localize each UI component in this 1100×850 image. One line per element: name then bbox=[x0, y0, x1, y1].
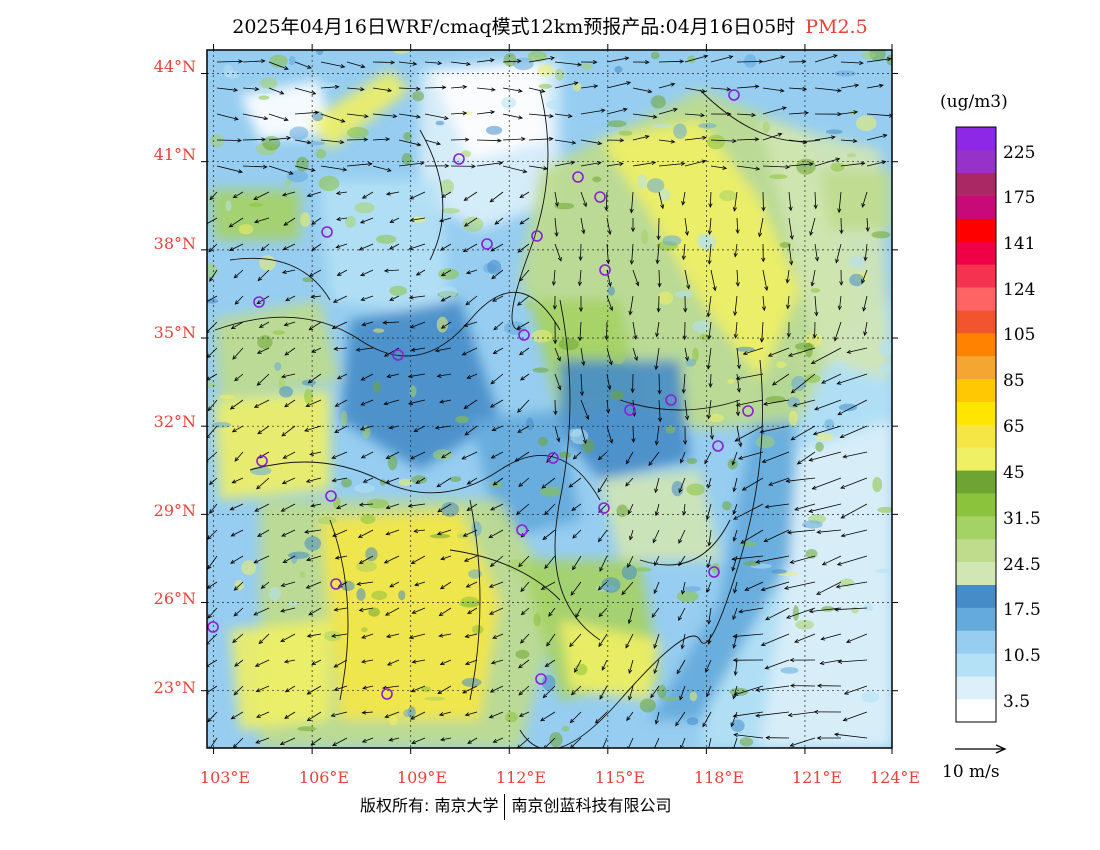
lat-label-41: 41°N bbox=[153, 145, 196, 164]
lat-label-38: 38°N bbox=[153, 234, 196, 253]
colorbar-swatch bbox=[956, 355, 996, 380]
wind-scale-arrow bbox=[955, 744, 1007, 754]
colorbar-swatch bbox=[956, 607, 996, 631]
colorbar-label: 141 bbox=[1003, 234, 1036, 254]
lon-label-109: 109°E bbox=[396, 768, 448, 787]
colorbar-swatch bbox=[956, 310, 996, 334]
city-marker bbox=[531, 230, 543, 242]
colorbar-swatch bbox=[956, 172, 996, 196]
lon-label-112: 112°E bbox=[495, 768, 547, 787]
city-marker bbox=[535, 673, 547, 685]
city-marker bbox=[708, 566, 720, 578]
colorbar-swatch bbox=[956, 561, 996, 585]
colorbar-swatch bbox=[956, 241, 996, 265]
copyright-company: 南京创蓝科技有限公司 bbox=[511, 796, 672, 815]
colorbar-swatch bbox=[956, 264, 996, 288]
lon-label-103: 103°E bbox=[199, 768, 251, 787]
lat-lon-grid bbox=[207, 50, 892, 748]
city-marker bbox=[453, 153, 465, 165]
colorbar-label: 17.5 bbox=[1003, 600, 1041, 620]
colorbar-swatch bbox=[956, 538, 996, 563]
map-frame bbox=[206, 49, 893, 749]
colorbar-swatch bbox=[956, 332, 996, 357]
lon-label-118: 118°E bbox=[693, 768, 745, 787]
city-marker bbox=[256, 455, 268, 467]
lat-label-23: 23°N bbox=[153, 678, 196, 697]
copyright-owner: 版权所有: 南京大学 bbox=[360, 796, 499, 815]
city-marker bbox=[207, 621, 219, 633]
colorbar-swatch bbox=[956, 218, 996, 242]
colorbar-swatch bbox=[956, 287, 996, 311]
lat-label-44: 44°N bbox=[153, 57, 196, 76]
colorbar-label: 65 bbox=[1003, 417, 1025, 437]
city-marker bbox=[665, 394, 677, 406]
colorbar-swatch bbox=[956, 493, 996, 517]
city-marker bbox=[572, 171, 584, 183]
city-markers bbox=[207, 89, 754, 700]
city-marker bbox=[712, 440, 724, 452]
colorbar-label: 225 bbox=[1003, 143, 1036, 163]
colorbar-swatch bbox=[956, 653, 996, 677]
axis-ticks bbox=[201, 44, 898, 754]
city-marker bbox=[253, 296, 265, 308]
city-marker bbox=[624, 404, 636, 416]
city-marker bbox=[381, 688, 393, 700]
colorbar-swatch bbox=[956, 127, 996, 151]
colorbar-label: 175 bbox=[1003, 188, 1036, 208]
city-marker bbox=[330, 578, 342, 590]
colorbar-swatch bbox=[956, 424, 996, 448]
city-marker bbox=[325, 490, 337, 502]
lon-label-121: 121°E bbox=[791, 768, 843, 787]
city-marker bbox=[547, 452, 559, 464]
colorbar-swatch bbox=[956, 699, 996, 723]
city-marker bbox=[742, 405, 754, 417]
colorbar-label: 24.5 bbox=[1003, 555, 1041, 575]
colorbar-label: 124 bbox=[1003, 280, 1036, 300]
city-marker bbox=[594, 191, 606, 203]
colorbar-swatch bbox=[956, 584, 996, 608]
lat-label-26: 26°N bbox=[153, 589, 196, 608]
wind-scale-label: 10 m/s bbox=[942, 762, 1000, 782]
map-title: 2025年04月16日WRF/cmaq模式12km预报产品:04月16日05时 P… bbox=[0, 12, 1100, 39]
colorbar-label: 3.5 bbox=[1003, 692, 1031, 712]
colorbar-swatch bbox=[956, 516, 996, 540]
lon-label-124: 124°E bbox=[869, 768, 921, 787]
colorbar-swatch bbox=[956, 149, 996, 174]
lon-label-115: 115°E bbox=[594, 768, 646, 787]
lat-label-32: 32°N bbox=[153, 412, 196, 431]
colorbar bbox=[955, 126, 997, 723]
colorbar-label: 10.5 bbox=[1003, 646, 1041, 666]
wind-vectors bbox=[207, 54, 892, 748]
lat-label-29: 29°N bbox=[153, 501, 196, 520]
city-marker bbox=[518, 329, 530, 341]
colorbar-swatch bbox=[956, 378, 996, 402]
copyright: 版权所有: 南京大学 南京创蓝科技有限公司 bbox=[360, 792, 672, 820]
city-marker bbox=[481, 238, 493, 250]
colorbar-swatch bbox=[956, 676, 996, 700]
copyright-divider bbox=[504, 793, 506, 820]
lat-label-35: 35°N bbox=[153, 323, 196, 342]
city-marker bbox=[598, 502, 610, 514]
city-marker bbox=[321, 226, 333, 238]
colorbar-swatch bbox=[956, 470, 996, 494]
colorbar-swatch bbox=[956, 401, 996, 425]
colorbar-unit: (ug/m3) bbox=[940, 92, 1008, 112]
city-marker bbox=[392, 349, 404, 361]
colorbar-swatch bbox=[956, 195, 996, 219]
colorbar-swatch bbox=[956, 630, 996, 654]
colorbar-label: 105 bbox=[1003, 325, 1036, 345]
title-text: 2025年04月16日WRF/cmaq模式12km预报产品:04月16日05时 bbox=[232, 16, 796, 38]
city-marker bbox=[728, 89, 740, 101]
colorbar-label: 45 bbox=[1003, 463, 1025, 483]
lon-label-106: 106°E bbox=[298, 768, 350, 787]
colorbar-label: 85 bbox=[1003, 371, 1025, 391]
city-marker bbox=[599, 264, 611, 276]
city-marker bbox=[516, 524, 528, 536]
colorbar-swatch bbox=[956, 447, 996, 471]
pollutant-label: PM2.5 bbox=[805, 16, 868, 38]
colorbar-label: 31.5 bbox=[1003, 509, 1041, 529]
